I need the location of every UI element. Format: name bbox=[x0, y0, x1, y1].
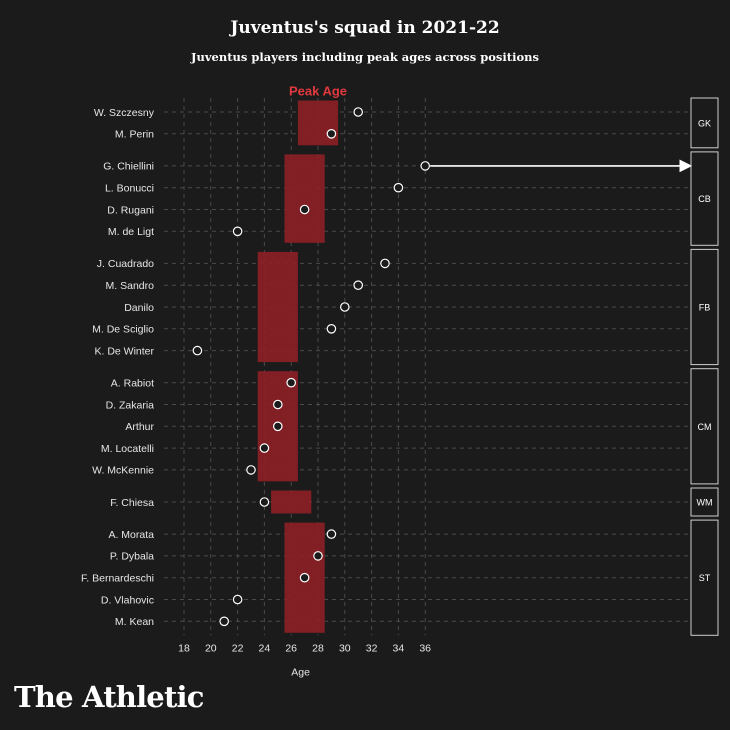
position-group-label: FB bbox=[699, 303, 711, 313]
chart-title: Juventus's squad in 2021-22 bbox=[230, 18, 500, 38]
chart-subtitle: Juventus players including peak ages acr… bbox=[191, 50, 539, 64]
peak-age-band bbox=[257, 251, 298, 363]
x-tick-label: 20 bbox=[205, 642, 217, 654]
peak-band-layer: Peak Age bbox=[257, 84, 347, 633]
player-age-point bbox=[246, 465, 256, 475]
player-label-layer: W. Szczesny M. Perin G. Chiellini L. Bonucc… bbox=[81, 107, 155, 628]
player-age-point bbox=[192, 345, 203, 356]
player-label: D. Zakaria bbox=[106, 399, 155, 411]
position-group-box bbox=[690, 248, 719, 366]
player-label: Arthur bbox=[125, 421, 154, 433]
x-axis: 18 20 22 24 26 28 30 32 34 36 Age bbox=[178, 642, 431, 678]
player-label: M. Kean bbox=[115, 616, 154, 628]
player-age-point bbox=[353, 107, 363, 117]
x-tick-label: 18 bbox=[178, 642, 190, 654]
player-age-point bbox=[286, 377, 296, 388]
player-label: M. De Sciglio bbox=[92, 324, 154, 336]
player-label: W. McKennie bbox=[92, 465, 154, 477]
player-label: Danilo bbox=[124, 302, 154, 314]
peak-age-band bbox=[297, 100, 339, 146]
player-label: D. Vlahovic bbox=[101, 594, 154, 606]
player-label: A. Rabiot bbox=[111, 378, 154, 390]
brand-logo: The Athletic bbox=[14, 680, 204, 714]
player-label: P. Dybala bbox=[110, 551, 154, 563]
player-age-point bbox=[353, 280, 363, 290]
player-label: K. De Winter bbox=[94, 345, 154, 357]
position-group-box bbox=[690, 487, 719, 517]
player-age-point bbox=[259, 497, 270, 507]
player-label: M. Perin bbox=[115, 129, 154, 141]
player-label: M. Locatelli bbox=[101, 443, 154, 455]
position-group-label: GK bbox=[698, 118, 711, 128]
x-tick-label: 24 bbox=[259, 642, 271, 654]
player-age-point bbox=[339, 302, 350, 312]
player-label: F. Chiesa bbox=[110, 497, 154, 509]
player-age-point bbox=[393, 182, 404, 193]
player-age-point bbox=[232, 594, 243, 605]
player-age-point bbox=[219, 616, 229, 627]
player-age-point bbox=[272, 399, 283, 410]
x-tick-label: 32 bbox=[366, 642, 378, 654]
player-label: M. de Ligt bbox=[108, 226, 154, 238]
player-age-point bbox=[232, 226, 243, 237]
position-group-label: CM bbox=[698, 422, 712, 432]
player-dot-layer bbox=[192, 107, 693, 627]
player-age-point bbox=[326, 323, 337, 334]
player-age-point bbox=[420, 161, 430, 171]
player-age-point bbox=[259, 443, 270, 453]
x-tick-label: 30 bbox=[339, 642, 351, 654]
position-group-box bbox=[690, 519, 719, 636]
position-group-label: CB bbox=[698, 194, 711, 204]
player-label: A. Morata bbox=[108, 529, 154, 541]
player-label: G. Chiellini bbox=[103, 161, 154, 173]
peak-age-label: Peak Age bbox=[289, 84, 347, 99]
player-label: D. Rugani bbox=[107, 204, 154, 216]
position-group-box bbox=[690, 151, 719, 246]
player-label: J. Cuadrado bbox=[97, 258, 154, 270]
x-tick-label: 26 bbox=[285, 642, 297, 654]
player-age-point bbox=[272, 421, 283, 432]
player-age-point bbox=[299, 572, 310, 583]
x-tick-label: 22 bbox=[232, 642, 244, 654]
x-axis-label: Age bbox=[291, 666, 310, 678]
position-box-layer: GK CB FB CM WM ST bbox=[690, 97, 719, 636]
player-age-point bbox=[380, 258, 390, 269]
position-group-label: ST bbox=[699, 573, 711, 583]
player-age-point bbox=[313, 551, 323, 561]
player-label: F. Bernardeschi bbox=[81, 573, 154, 585]
player-label: L. Bonucci bbox=[105, 183, 154, 195]
player-age-point bbox=[299, 204, 310, 215]
player-age-point bbox=[326, 129, 337, 139]
x-tick-label: 28 bbox=[312, 642, 324, 654]
peak-age-band bbox=[271, 490, 312, 514]
player-label: W. Szczesny bbox=[94, 107, 155, 119]
player-age-point bbox=[326, 529, 337, 539]
x-tick-label: 34 bbox=[393, 642, 405, 654]
grid-layer bbox=[164, 98, 688, 636]
x-tick-label: 36 bbox=[419, 642, 431, 654]
position-group-label: WM bbox=[697, 498, 713, 508]
peak-age-band bbox=[284, 154, 325, 243]
player-label: M. Sandro bbox=[106, 280, 155, 292]
position-group-box bbox=[690, 368, 719, 485]
position-group-box bbox=[690, 97, 719, 149]
